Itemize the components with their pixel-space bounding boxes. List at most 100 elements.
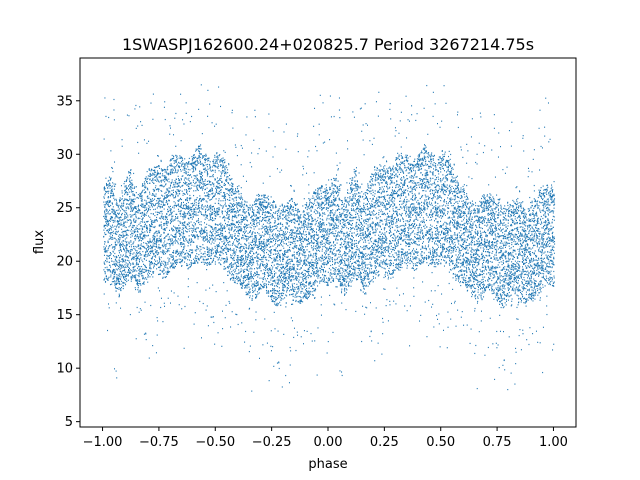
data-point (366, 258, 368, 260)
data-point (134, 230, 136, 233)
data-point (333, 233, 335, 235)
data-point (351, 274, 353, 276)
data-point (178, 165, 180, 167)
data-point (347, 192, 349, 194)
data-point (140, 283, 142, 285)
data-point (145, 251, 147, 253)
data-point (361, 340, 363, 343)
data-point (374, 270, 376, 273)
data-point (378, 270, 380, 272)
data-point (361, 208, 363, 210)
data-point (142, 277, 144, 279)
data-point (174, 226, 176, 228)
data-point (376, 251, 378, 253)
data-point (121, 258, 123, 260)
data-point (149, 264, 151, 266)
data-point (378, 214, 380, 216)
data-point (162, 270, 164, 272)
data-point (402, 191, 404, 193)
data-point (364, 264, 366, 266)
data-point (374, 265, 376, 267)
data-point (115, 255, 117, 258)
data-point (351, 232, 353, 235)
data-point (383, 196, 385, 198)
data-point (362, 234, 364, 236)
data-point (129, 180, 131, 182)
data-point (359, 186, 361, 188)
data-point (164, 276, 166, 279)
data-point (406, 310, 408, 312)
data-point (154, 169, 156, 171)
data-point (382, 237, 384, 239)
data-point (368, 219, 370, 221)
data-point (406, 200, 408, 203)
data-point (347, 197, 349, 199)
data-point (163, 198, 165, 200)
data-point (118, 204, 120, 206)
data-point (178, 227, 180, 229)
data-point (124, 193, 126, 195)
data-point (163, 263, 165, 265)
data-point (360, 251, 362, 254)
data-point (358, 241, 360, 243)
data-point (374, 166, 376, 168)
data-point (360, 223, 362, 225)
data-point (347, 246, 349, 249)
data-point (329, 258, 331, 260)
data-point (341, 302, 343, 304)
data-point (353, 274, 355, 276)
data-point (380, 248, 382, 251)
data-point (347, 265, 349, 267)
data-point (333, 199, 335, 201)
data-point (409, 345, 411, 347)
data-point (141, 265, 143, 268)
data-point (351, 277, 353, 279)
data-point (358, 253, 360, 256)
data-point (135, 208, 137, 210)
data-point (380, 188, 382, 190)
data-point (144, 199, 146, 201)
data-point (125, 206, 127, 208)
data-point (130, 183, 132, 185)
data-point (116, 276, 118, 278)
data-point (137, 280, 139, 282)
data-point (104, 193, 106, 195)
data-point (372, 221, 374, 223)
data-point (406, 156, 408, 158)
data-point (149, 182, 151, 184)
data-point (329, 251, 331, 253)
data-point (370, 241, 372, 243)
data-point (373, 270, 375, 272)
data-point (146, 202, 148, 204)
data-point (119, 201, 121, 203)
data-point (178, 166, 180, 169)
data-point (350, 258, 352, 261)
data-point (329, 228, 331, 230)
data-point (375, 173, 377, 175)
data-point (160, 159, 162, 162)
data-point (376, 173, 378, 176)
data-point (154, 232, 156, 234)
data-point (133, 266, 135, 269)
data-point (341, 218, 343, 221)
data-point (344, 278, 346, 280)
data-point (112, 219, 114, 222)
data-point (392, 249, 394, 251)
data-point (366, 254, 368, 257)
data-point (351, 244, 353, 247)
data-point (171, 212, 173, 214)
data-point (125, 234, 127, 236)
data-point (378, 199, 380, 201)
data-point (131, 187, 133, 189)
data-point (147, 175, 149, 177)
data-point (129, 198, 131, 200)
data-point (107, 184, 109, 186)
data-point (337, 250, 339, 252)
data-point (348, 285, 350, 287)
data-point (389, 175, 391, 177)
data-point (129, 214, 131, 216)
data-point (157, 239, 159, 242)
data-point (158, 201, 160, 203)
data-point (163, 268, 165, 270)
data-point (388, 221, 390, 224)
